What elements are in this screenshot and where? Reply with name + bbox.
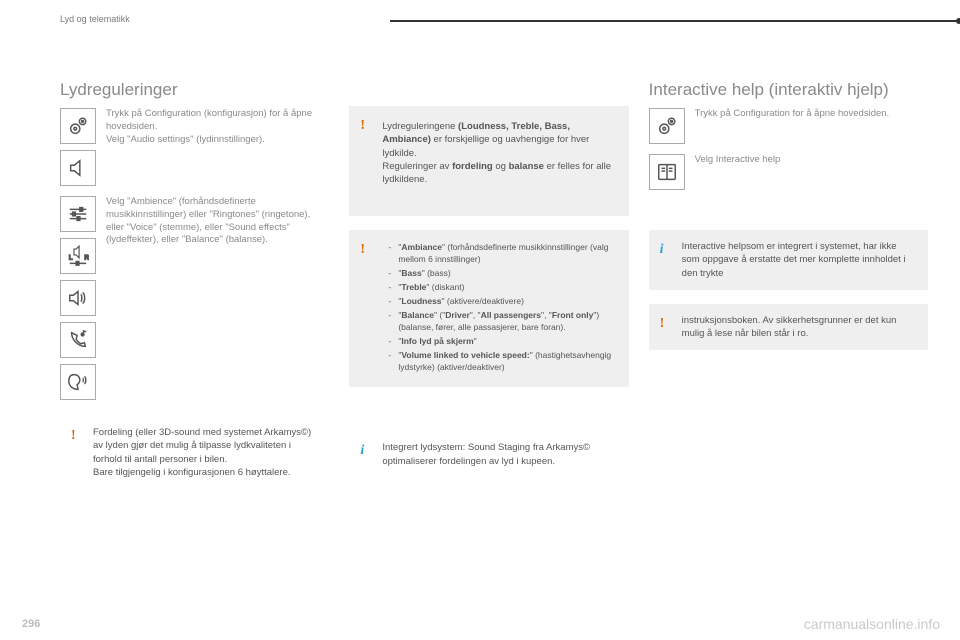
right-row-2: Velg Interactive help <box>649 154 928 190</box>
list-item: "Volume linked to vehicle speed:" (hasti… <box>388 350 616 374</box>
right-row1-text: Trykk på Configuration for å åpne hoveds… <box>695 108 890 121</box>
left-row1-icons <box>60 108 96 186</box>
list-item: "Balance" ("Driver", "All passengers", "… <box>388 310 616 334</box>
left-row2-icons: LR <box>60 196 96 400</box>
gear-icon <box>60 108 96 144</box>
page: Lyd og telematikk Lydreguleringer Trykk … <box>0 0 960 640</box>
list-item: "Ambiance" (forhåndsdefinerte musikkinns… <box>388 242 616 266</box>
left-title: Lydreguleringer <box>60 80 329 100</box>
list-item: "Treble" (diskant) <box>388 282 616 294</box>
speaker-icon <box>60 150 96 186</box>
info-icon: i <box>660 240 664 260</box>
warning-icon: ! <box>360 116 365 136</box>
left-row-1: Trykk på Configuration (konfigurasjon) f… <box>60 108 329 186</box>
warning-icon: ! <box>360 240 365 260</box>
right-box2-text: instruksjonsboken. Av sikkerhetsgrunner … <box>682 315 897 339</box>
voice-icon <box>60 364 96 400</box>
mid-box-3: i Integrert lydsystem: Sound Staging fra… <box>349 431 628 478</box>
header-section-label: Lyd og telematikk <box>60 14 130 24</box>
speaker-waves-icon <box>60 280 96 316</box>
left-row1-text: Trykk på Configuration (konfigurasjon) f… <box>106 108 329 146</box>
mid-box1-text: Lydreguleringene (Loudness, Treble, Bass… <box>382 121 611 185</box>
right-title: Interactive help (interaktiv hjelp) <box>649 80 928 100</box>
left-bottom-text: Fordeling (eller 3D-sound med systemet A… <box>93 427 311 478</box>
column-left: Lydreguleringer Trykk på Configuration (… <box>60 80 329 503</box>
left-bottom-box: ! Fordeling (eller 3D-sound med systemet… <box>60 416 329 489</box>
phone-music-icon <box>60 322 96 358</box>
page-number: 296 <box>22 618 40 630</box>
right-row-1: Trykk på Configuration for å åpne hoveds… <box>649 108 928 144</box>
left-row-2: LR Velg "Ambience" (forhåndsdefinerte mu… <box>60 196 329 400</box>
mid-box-1: ! Lydreguleringene (Loudness, Treble, Ba… <box>349 106 628 216</box>
list-item: "Loudness" (aktivere/deaktivere) <box>388 296 616 308</box>
svg-text:R: R <box>84 255 89 262</box>
left-row2-text: Velg "Ambience" (forhåndsdefinerte musik… <box>106 196 329 247</box>
sliders-icon <box>60 196 96 232</box>
column-right: Interactive help (interaktiv hjelp) Tryk… <box>649 80 928 503</box>
list-item: "Info lyd på skjerm" <box>388 336 616 348</box>
balance-lr-icon: LR <box>60 238 96 274</box>
svg-text:L: L <box>69 255 73 262</box>
right-row2-text: Velg Interactive help <box>695 154 781 167</box>
column-middle: ! Lydreguleringene (Loudness, Treble, Ba… <box>349 80 628 503</box>
mid-box2-list: "Ambiance" (forhåndsdefinerte musikkinns… <box>382 242 616 373</box>
right-box-2: ! instruksjonsboken. Av sikkerhetsgrunne… <box>649 304 928 351</box>
warning-icon: ! <box>660 314 665 334</box>
list-item: "Bass" (bass) <box>388 268 616 280</box>
right-box1-text: Interactive helpsom er integrert i syste… <box>682 241 906 279</box>
gear-icon <box>649 108 685 144</box>
warning-icon: ! <box>71 426 76 446</box>
footer-url: carmanualsonline.info <box>804 616 940 632</box>
info-icon: i <box>360 441 364 461</box>
book-icon <box>649 154 685 190</box>
mid-box-2: ! "Ambiance" (forhåndsdefinerte musikkin… <box>349 230 628 387</box>
header-rule <box>390 20 960 22</box>
mid-box3-text: Integrert lydsystem: Sound Staging fra A… <box>382 442 590 466</box>
content-columns: Lydreguleringer Trykk på Configuration (… <box>60 80 928 503</box>
right-box-1: i Interactive helpsom er integrert i sys… <box>649 230 928 290</box>
